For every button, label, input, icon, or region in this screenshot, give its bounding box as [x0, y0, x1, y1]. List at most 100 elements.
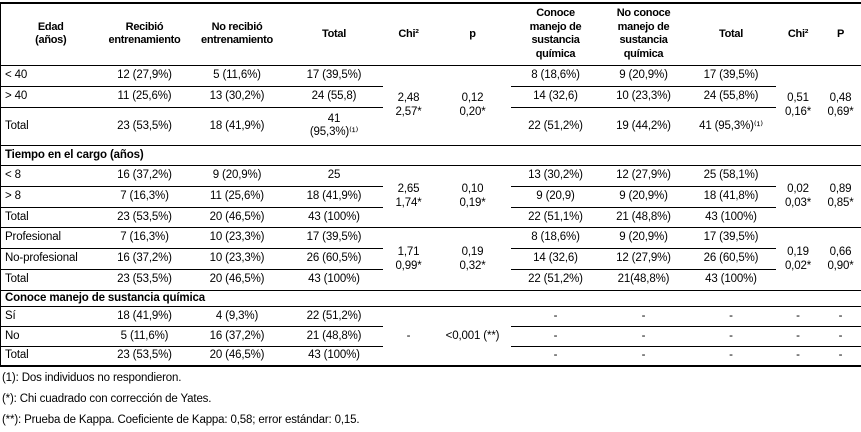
cell: 21(48,8%) — [600, 269, 687, 291]
chi-cell: 2,65 1,74* — [382, 165, 435, 228]
chi-cell: - — [406, 329, 411, 342]
cell: 25 — [285, 165, 383, 187]
chi-cell: 1,71 0,99* — [382, 227, 435, 291]
cell: 8 (18,6%) — [510, 227, 601, 249]
cell: 13 (30,2%) — [188, 86, 286, 108]
row-label: Total — [0, 207, 101, 228]
cell: 16 (37,2%) — [100, 165, 189, 187]
cell: 22 (51,2%) — [510, 107, 601, 146]
cell: - — [686, 306, 776, 327]
col-header-p-left: p — [434, 3, 511, 66]
cell: 21 (48,8%) — [285, 326, 383, 347]
col-header-edad: Edad (años) — [0, 3, 101, 66]
table-row: Sí 18 (41,9%) 4 (9,3%) 22 (51,2%) - <0,0… — [0, 306, 861, 342]
cell: 12 (27,9%) — [600, 165, 687, 187]
cell: 5 (11,6%) — [188, 65, 286, 87]
row-label: < 40 — [0, 65, 101, 87]
row-label: Sí — [0, 306, 101, 327]
cell: 23 (53,5%) — [100, 107, 189, 146]
cell: - — [600, 306, 687, 327]
cell: - — [796, 349, 800, 362]
row-label: Total — [0, 269, 101, 291]
p-cell: 0,48 0,69* — [820, 65, 861, 146]
col-header-total-left: Total — [285, 3, 383, 66]
section-title: Conoce manejo de sustancia química — [0, 290, 861, 307]
cell: 41 (95,3%)⁽¹⁾ — [686, 107, 776, 146]
cell: 26 (60,5%) — [285, 248, 383, 270]
table-row: < 8 16 (37,2%) 9 (20,9%) 25 2,65 1,74* 0… — [0, 165, 861, 228]
col-header-chi-left: Chi² — [382, 3, 435, 66]
cell: 4 (9,3%) — [188, 306, 286, 327]
cell: 7 (16,3%) — [100, 227, 189, 249]
cell: 20 (46,5%) — [209, 349, 265, 362]
col-header-p-right: P — [820, 3, 861, 66]
col-header-conoce: Conoce manejo de sustancia química — [510, 3, 601, 66]
cell: - — [729, 349, 733, 362]
row-label: Total — [5, 349, 29, 362]
table-row: < 40 12 (27,9%) 5 (11,6%) 17 (39,5%) 2,4… — [0, 65, 861, 146]
cell: 16 (37,2%) — [188, 326, 286, 347]
row-label: No — [0, 326, 101, 347]
cell: - — [553, 349, 558, 362]
col-header-no-conoce: No conoce manejo de sustancia química — [600, 3, 687, 66]
col-header-chi-right: Chi² — [775, 3, 821, 66]
cell: 14 (32,6) — [510, 86, 601, 108]
table-row: Total 23 (53,5%) 20 (46,5%) 43 (100%) - … — [1, 346, 861, 366]
cell: 22 (51,1%) — [510, 207, 601, 228]
table-row: Total 23 (53,5%) 20 (46,5%) 43 (100%) 22… — [0, 207, 861, 228]
cell: 20 (46,5%) — [188, 207, 286, 228]
cell: 13 (30,2%) — [510, 165, 601, 187]
p-cell: 0,10 0,19* — [434, 165, 511, 228]
cell: - — [775, 326, 821, 347]
chi-cell: 0,02 0,03* — [775, 165, 821, 228]
header-row: Edad (años) Recibió entrenamiento No rec… — [0, 3, 861, 66]
section-header-row: Tiempo en el cargo (años) — [0, 145, 861, 166]
cell: 9 (20,9%) — [188, 165, 286, 187]
cell: 25 (58,1%) — [686, 165, 776, 187]
table-row: No-profesional 16 (37,2%) 10 (23,3%) 26 … — [0, 248, 861, 270]
table-row: Total 23 (53,5%) 20 (46,5%) 43 (100%) 22… — [0, 269, 861, 291]
col-header-no-recibio: No recibió entrenamiento — [188, 3, 286, 66]
row-label: < 8 — [0, 165, 101, 187]
cell: 23 (53,5%) — [100, 207, 189, 228]
statistics-table: Edad (años) Recibió entrenamiento No rec… — [0, 2, 861, 367]
row-label: Total — [0, 107, 101, 146]
chi-cell: 2,48 2,57* — [382, 65, 435, 146]
cell: 10 (23,3%) — [188, 248, 286, 270]
cell: 10 (23,3%) — [600, 86, 687, 108]
cell: 23 (53,5%) — [117, 349, 172, 362]
table-row: > 8 7 (16,3%) 11 (25,6%) 18 (41,9%) 9 (2… — [0, 186, 861, 208]
cell: 17 (39,5%) — [285, 227, 383, 249]
chi-cell: 0,19 0,02* — [775, 227, 821, 291]
cell: 19 (44,2%) — [600, 107, 687, 146]
cell: - — [686, 326, 776, 347]
cell: 11 (25,6%) — [100, 86, 189, 108]
cell: 23 (53,5%) — [100, 269, 189, 291]
cell: 41 (95,3%)⁽¹⁾ — [285, 107, 383, 146]
table-row: Total 23 (53,5%) 18 (41,9%) 41 (95,3%)⁽¹… — [0, 107, 861, 146]
table-row: No 5 (11,6%) 16 (37,2%) 21 (48,8%) - - -… — [0, 326, 861, 347]
footnote-1: (1): Dos individuos no respondieron. — [2, 372, 182, 384]
cell: 43 (100%) — [285, 207, 383, 228]
cell: 17 (39,5%) — [686, 65, 776, 87]
cell: 17 (39,5%) — [686, 227, 776, 249]
section-title: Tiempo en el cargo (años) — [0, 145, 861, 166]
cell: 22 (51,2%) — [510, 269, 601, 291]
cell: 18 (41,9%) — [285, 186, 383, 208]
cell: 9 (20,9%) — [600, 227, 687, 249]
cell: - — [775, 306, 821, 327]
p-cell: 0,89 0,85* — [820, 165, 861, 228]
cell: 20 (46,5%) — [188, 269, 286, 291]
cell: - — [641, 349, 646, 362]
footnotes: (1): Dos individuos no respondieron. (*)… — [0, 372, 861, 427]
cell: 11 (25,6%) — [188, 186, 286, 208]
cell: 17 (39,5%) — [285, 65, 383, 87]
p-cell: 0,19 0,32* — [434, 227, 511, 291]
cell: 24 (55,8%) — [686, 86, 776, 108]
cell: 18 (41,9%) — [100, 306, 189, 327]
cell: 14 (32,6) — [510, 248, 601, 270]
p-cell: 0,12 0,20* — [434, 65, 511, 146]
cell: 10 (23,3%) — [188, 227, 286, 249]
row-label: Profesional — [0, 227, 101, 249]
cell: 12 (27,9%) — [600, 248, 687, 270]
